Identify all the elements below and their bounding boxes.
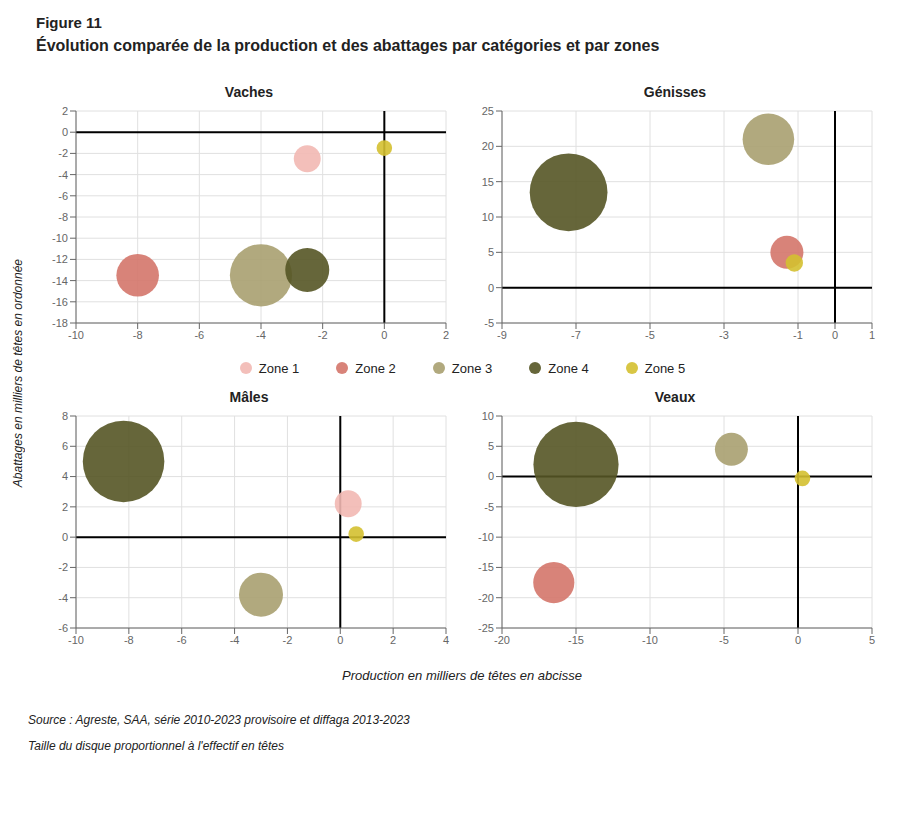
html-text:Abattages en milliers de têtes: Abattages en milliers de têtes en ordonn… — [11, 258, 25, 488]
html-text:Production en milliers de tête: Production en milliers de têtes en abcis… — [342, 668, 582, 683]
svg-text:2: 2 — [443, 329, 449, 341]
svg-text:-25: -25 — [478, 622, 494, 634]
svg-text:0: 0 — [795, 634, 801, 646]
html-text:Évolution comparée de la produ: Évolution comparée de la production et d… — [36, 37, 660, 54]
svg-text:8: 8 — [62, 410, 68, 422]
svg-text:-4: -4 — [230, 634, 240, 646]
svg-text:5: 5 — [869, 634, 875, 646]
svg-text:-20: -20 — [494, 634, 510, 646]
html-text:Mâles: Mâles — [229, 389, 269, 405]
svg-text:6: 6 — [62, 440, 68, 452]
svg-text:-8: -8 — [58, 211, 68, 223]
svg-text:-20: -20 — [478, 592, 494, 604]
html-text:Figure 11: Figure 11 — [36, 14, 102, 31]
svg-text:0: 0 — [832, 329, 838, 341]
svg-text:-10: -10 — [52, 232, 68, 244]
svg-text:-2: -2 — [58, 561, 68, 573]
svg-text:0: 0 — [62, 126, 68, 138]
svg-text:0: 0 — [62, 531, 68, 543]
html-text:Zone 1: Zone 1 — [258, 360, 300, 376]
svg-text:4: 4 — [62, 470, 68, 482]
svg-text:-3: -3 — [719, 329, 729, 341]
svg-text:2: 2 — [62, 105, 68, 117]
svg-text:-7: -7 — [571, 329, 581, 341]
svg-text:-1: -1 — [793, 329, 803, 341]
svg-text:2: 2 — [390, 634, 396, 646]
html-text:Zone 2: Zone 2 — [355, 360, 396, 376]
svg-text:2: 2 — [62, 501, 68, 513]
svg-text:-6: -6 — [177, 634, 187, 646]
svg-text:-10: -10 — [478, 531, 494, 543]
svg-text:-8: -8 — [133, 329, 143, 341]
svg-text:0: 0 — [337, 634, 343, 646]
svg-text:0: 0 — [381, 329, 387, 341]
svg-text:0: 0 — [488, 282, 494, 294]
svg-text:-10: -10 — [68, 634, 84, 646]
svg-text:-2: -2 — [283, 634, 293, 646]
svg-text:-9: -9 — [497, 329, 507, 341]
svg-text:10: 10 — [482, 410, 494, 422]
svg-text:-2: -2 — [58, 147, 68, 159]
svg-text:-12: -12 — [52, 253, 68, 265]
svg-text:-5: -5 — [484, 317, 494, 329]
svg-text:-6: -6 — [58, 190, 68, 202]
html-text:Zone 5: Zone 5 — [644, 360, 686, 376]
html-text:Veaux: Veaux — [654, 389, 696, 405]
svg-text:-2: -2 — [318, 329, 328, 341]
svg-text:1: 1 — [869, 329, 875, 341]
svg-text:20: 20 — [482, 140, 494, 152]
svg-text:-4: -4 — [58, 169, 68, 181]
svg-text:0: 0 — [488, 470, 494, 482]
svg-text:-6: -6 — [58, 622, 68, 634]
html-text:Source : Agreste, SAA, série 2: Source : Agreste, SAA, série 2010-2023 p… — [28, 713, 410, 727]
html-text:Vaches: Vaches — [224, 84, 274, 100]
svg-text:-4: -4 — [58, 592, 68, 604]
svg-text:4: 4 — [443, 634, 449, 646]
svg-text:25: 25 — [482, 105, 494, 117]
svg-text:-16: -16 — [52, 296, 68, 308]
svg-text:-4: -4 — [256, 329, 266, 341]
svg-text:-10: -10 — [642, 634, 658, 646]
svg-text:-18: -18 — [52, 317, 68, 329]
svg-text:-5: -5 — [719, 634, 729, 646]
svg-text:5: 5 — [488, 440, 494, 452]
svg-text:-14: -14 — [52, 275, 68, 287]
html-text:Zone 4: Zone 4 — [548, 360, 589, 376]
svg-text:10: 10 — [482, 211, 494, 223]
svg-text:-10: -10 — [68, 329, 84, 341]
svg-text:-6: -6 — [194, 329, 204, 341]
svg-text:-5: -5 — [484, 501, 494, 513]
svg-text:15: 15 — [482, 176, 494, 188]
svg-text:-15: -15 — [568, 634, 584, 646]
svg-text:-5: -5 — [645, 329, 655, 341]
svg-text:5: 5 — [488, 246, 494, 258]
html-text:Taille du disque proportionnel: Taille du disque proportionnel à l'effec… — [28, 739, 284, 753]
svg-text:-8: -8 — [124, 634, 134, 646]
svg-text:-15: -15 — [478, 561, 494, 573]
html-text:Zone 3: Zone 3 — [451, 360, 493, 376]
html-text:Génisses: Génisses — [643, 84, 707, 100]
